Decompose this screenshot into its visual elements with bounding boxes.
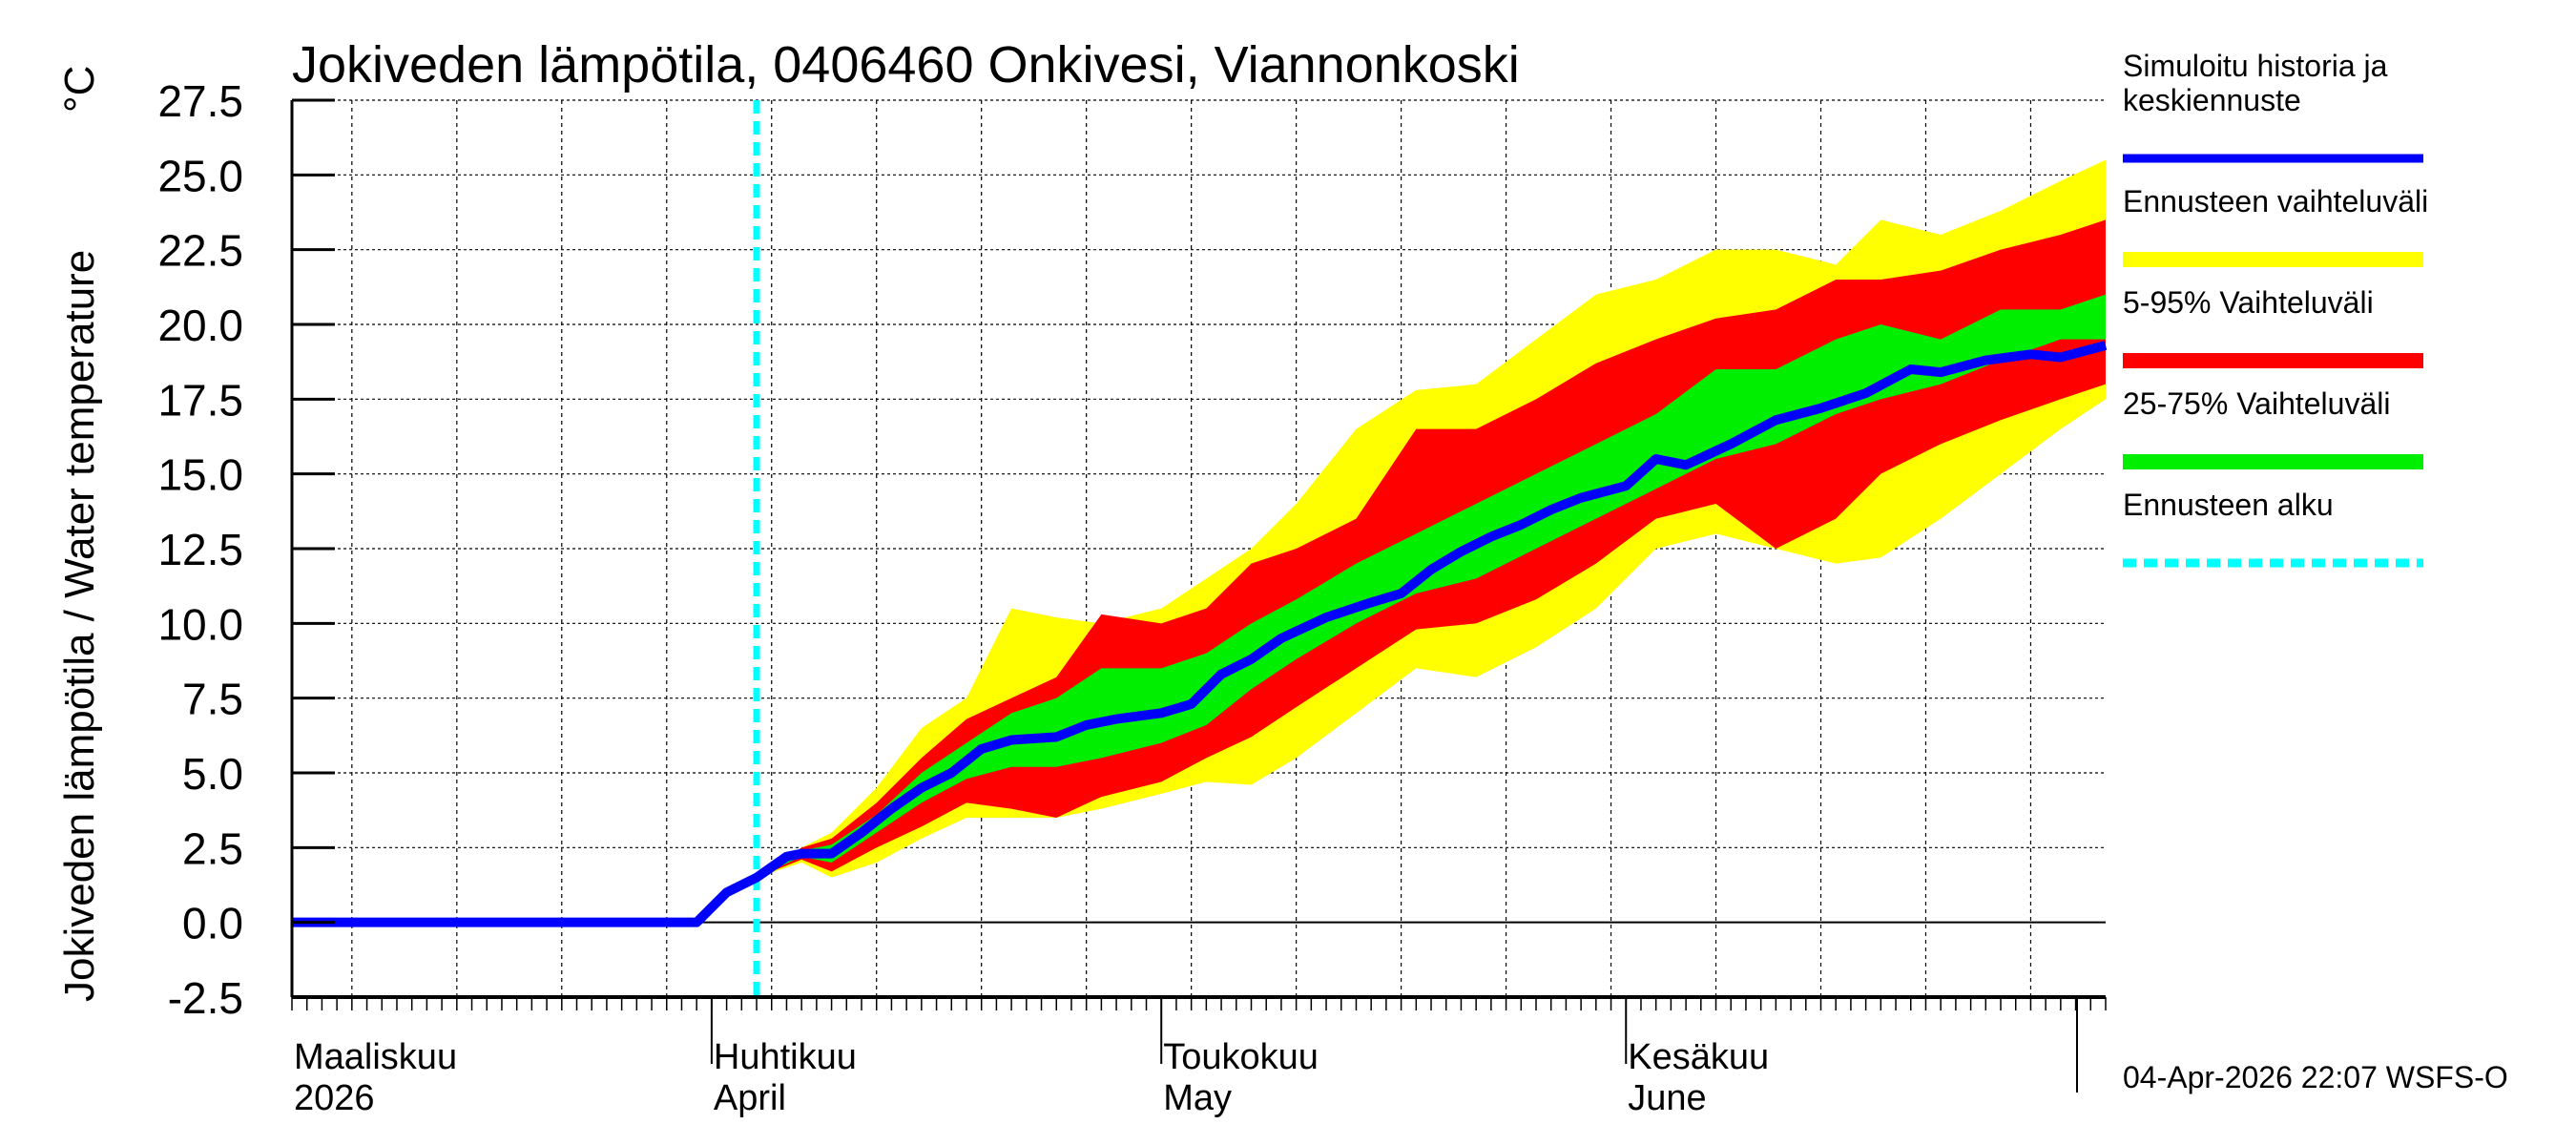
legend-label: Ennusteen vaihteluväli <box>2123 184 2428 219</box>
legend-label: Simuloitu historia ja <box>2123 49 2388 83</box>
x-month-label-fi: Kesäkuu <box>1628 1037 1769 1077</box>
y-tick-label: -2.5 <box>168 973 243 1023</box>
y-tick-label: 10.0 <box>157 599 243 649</box>
y-axis-label: Jokiveden lämpötila / Water temperature <box>56 250 103 1002</box>
y-tick-label: 5.0 <box>182 749 243 799</box>
x-month-label-fi: Huhtikuu <box>714 1037 857 1077</box>
chart-title: Jokiveden lämpötila, 0406460 Onkivesi, V… <box>292 36 1520 94</box>
x-month-label-fi: Toukokuu <box>1163 1037 1319 1077</box>
legend-label: 25-75% Vaihteluväli <box>2123 386 2390 421</box>
y-tick-label: 15.0 <box>157 450 243 500</box>
y-tick-label: 7.5 <box>182 675 243 724</box>
timestamp: 04-Apr-2026 22:07 WSFS-O <box>2123 1060 2508 1094</box>
y-tick-label: 25.0 <box>157 151 243 200</box>
x-month-label-en: April <box>714 1078 786 1118</box>
median-line <box>292 341 2108 927</box>
y-tick-label: 12.5 <box>157 525 243 574</box>
x-month-label-en: 2026 <box>294 1078 375 1118</box>
y-tick-label: 2.5 <box>182 823 243 873</box>
y-tick-label: 20.0 <box>157 301 243 350</box>
x-month-label-en: June <box>1628 1078 1706 1118</box>
y-tick-label: 27.5 <box>157 76 243 126</box>
y-tick-label: 22.5 <box>157 226 243 276</box>
y-tick-label: 17.5 <box>157 375 243 425</box>
y-axis-unit: °C <box>56 66 103 113</box>
legend-label: Ennusteen alku <box>2123 488 2334 522</box>
y-tick-label: 0.0 <box>182 899 243 948</box>
x-month-label-fi: Maaliskuu <box>294 1037 457 1077</box>
band-25-75 <box>757 294 2106 878</box>
x-month-label-en: May <box>1163 1078 1232 1118</box>
legend-label: keskiennuste <box>2123 83 2301 117</box>
legend-label: 5-95% Vaihteluväli <box>2123 285 2374 320</box>
